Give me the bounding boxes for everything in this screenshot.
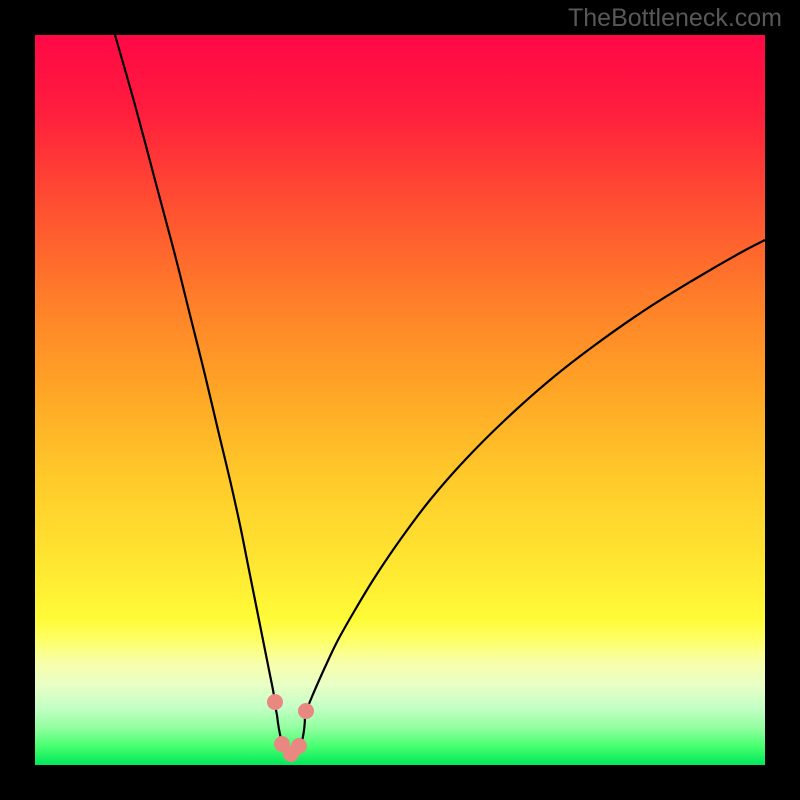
valley-marker <box>298 703 314 719</box>
valley-marker <box>291 738 307 754</box>
plot-area <box>35 35 765 765</box>
heat-gradient-background <box>35 35 765 765</box>
watermark-text: TheBottleneck.com <box>568 4 782 33</box>
valley-marker <box>267 694 283 710</box>
